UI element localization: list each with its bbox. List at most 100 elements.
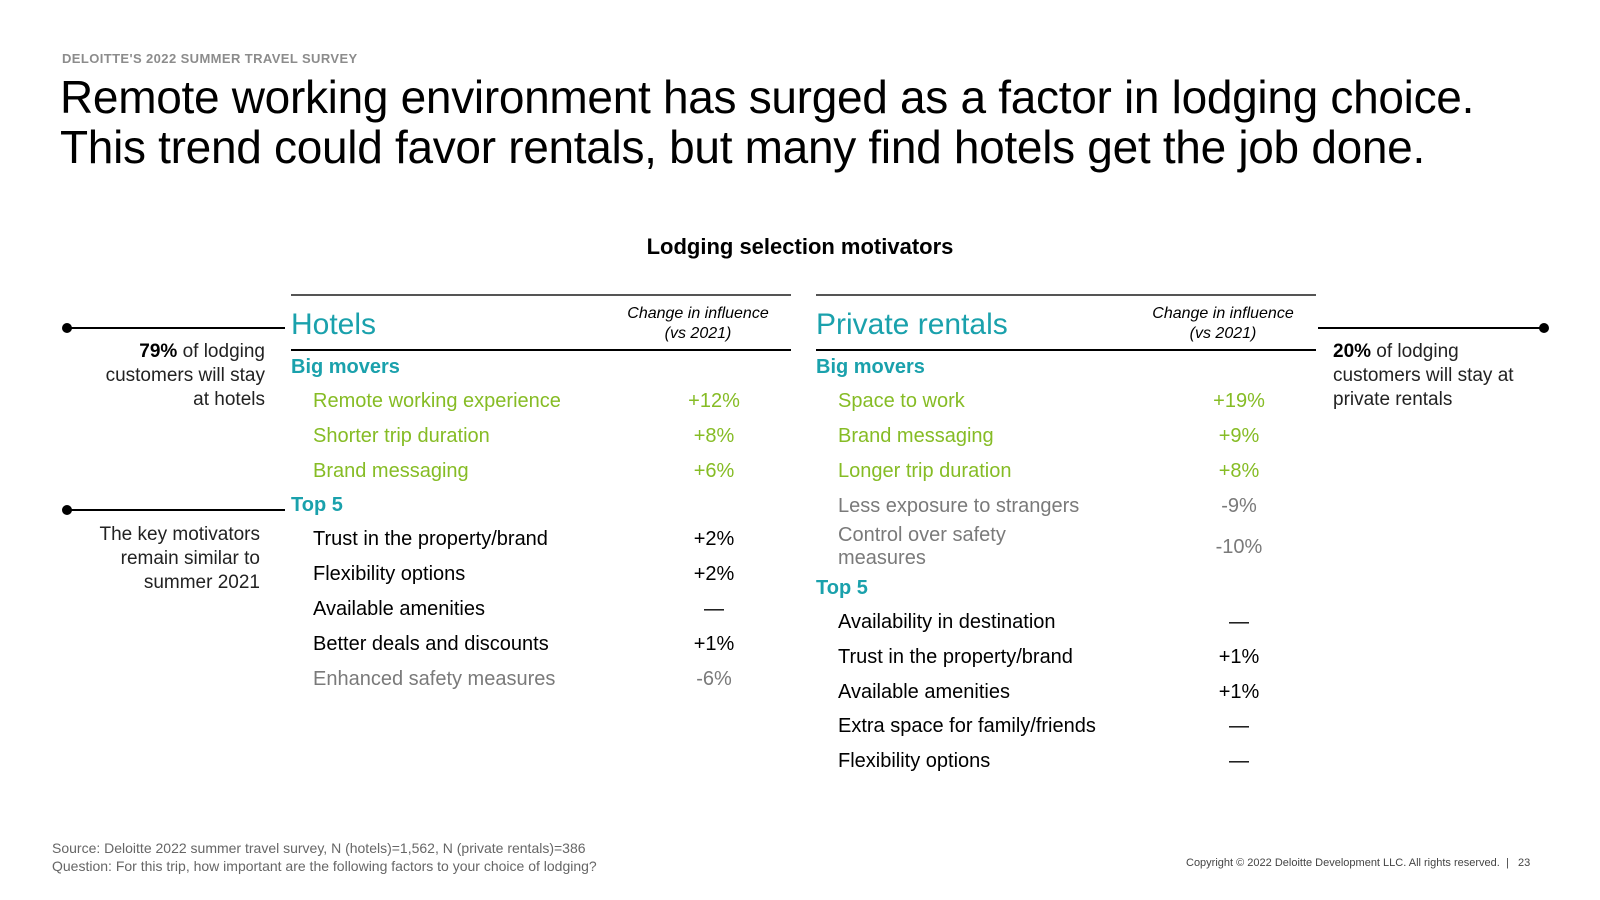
hotels-change-header-2: (vs 2021) <box>664 325 732 342</box>
hotels-panel: Hotels Change in influence (vs 2021) Big… <box>291 294 791 714</box>
hotels-big-movers-heading: Big movers <box>291 356 400 378</box>
rentals-top5-row: Extra space for family/friends — <box>838 715 1249 738</box>
rentals-top5-value: — <box>1229 750 1249 772</box>
hotels-big-mover-row: Shorter trip duration +8% <box>313 425 734 448</box>
rentals-top5-label: Extra space for family/friends <box>838 715 1096 737</box>
rentals-change-header-2: (vs 2021) <box>1189 325 1257 342</box>
hotels-big-mover-value: +12% <box>688 390 740 412</box>
hotels-callout-line <box>66 327 285 329</box>
rentals-top5-label: Available amenities <box>838 681 1010 703</box>
rentals-big-mover-row: Longer trip duration +8% <box>838 460 1259 483</box>
rentals-big-mover-value: +9% <box>1218 425 1260 447</box>
chart-title: Lodging selection motivators <box>646 234 954 259</box>
hotels-top5-value: +2% <box>693 563 735 585</box>
hotels-top5-value: -6% <box>696 668 732 690</box>
hotels-top5-row: Better deals and discounts +1% <box>313 633 734 656</box>
hotels-top5-label: Flexibility options <box>313 563 466 585</box>
rentals-top5-value: — <box>1229 611 1249 633</box>
hotels-top5-label: Trust in the property/brand <box>313 528 548 550</box>
rentals-top5-row: Flexibility options — <box>838 750 1249 773</box>
rentals-share-text-1: of lodging <box>1371 341 1459 362</box>
rentals-top5-value: — <box>1229 715 1249 737</box>
footer-source-note: Source: Deloitte 2022 summer travel surv… <box>52 839 597 875</box>
motivators-text-3: summer 2021 <box>143 572 260 593</box>
headline-line-1: Remote working environment has surged as… <box>60 71 1475 123</box>
rentals-top-rule <box>816 294 1316 296</box>
hotels-change-header: Change in influence (vs 2021) <box>608 304 788 344</box>
hotels-big-mover-value: +8% <box>693 425 735 447</box>
rentals-big-mover-value: -10% <box>1215 536 1263 558</box>
rentals-top5-row: Available amenities +1% <box>838 681 1259 704</box>
rentals-title: Private rentals <box>816 308 1008 341</box>
hotels-top5-label: Available amenities <box>313 598 485 620</box>
rentals-top5-row: Availability in destination — <box>838 611 1249 634</box>
rentals-share-percent: 20% <box>1333 341 1372 362</box>
rentals-change-header: Change in influence (vs 2021) <box>1133 304 1313 344</box>
rentals-big-mover-row: Space to work +19% <box>838 390 1265 413</box>
rentals-callout-dot <box>1539 323 1549 333</box>
hotels-top5-row: Available amenities — <box>313 598 724 621</box>
rentals-big-mover-value: +8% <box>1218 460 1260 482</box>
hotels-big-mover-row: Brand messaging +6% <box>313 460 734 483</box>
hotels-big-mover-value: +6% <box>693 460 735 482</box>
rentals-share-callout: 20% of lodging customers will stay at pr… <box>1333 340 1573 412</box>
rentals-big-mover-row: Less exposure to strangers -9% <box>838 495 1257 518</box>
hotels-share-percent: 79% <box>139 341 178 362</box>
rentals-big-mover-label: Brand messaging <box>838 425 994 447</box>
motivators-text-1: The key motivators <box>99 524 261 545</box>
rentals-big-mover-row: Control over safety measures -10% <box>838 524 1262 570</box>
rentals-share-text-3: private rentals <box>1333 389 1453 410</box>
rentals-top5-row: Trust in the property/brand +1% <box>838 646 1259 669</box>
copyright-separator: | <box>1502 857 1518 869</box>
rentals-big-movers-heading: Big movers <box>816 356 925 378</box>
hotels-top5-row: Flexibility options +2% <box>313 563 734 586</box>
motivators-callout-line <box>66 509 285 511</box>
hotels-top5-label: Enhanced safety measures <box>313 668 556 690</box>
rentals-big-mover-label-cont: measures <box>838 547 926 569</box>
hotels-share-text-2: customers will stay <box>105 365 265 386</box>
hotels-change-header-1: Change in influence <box>627 305 769 322</box>
copyright-text: Copyright © 2022 Deloitte Development LL… <box>1186 857 1500 869</box>
rentals-top5-label: Trust in the property/brand <box>838 646 1073 668</box>
rentals-change-header-1: Change in influence <box>1152 305 1294 322</box>
page-number: 23 <box>1517 857 1531 869</box>
rentals-top5-label: Availability in destination <box>838 611 1056 633</box>
hotels-top5-row: Enhanced safety measures -6% <box>313 668 732 691</box>
headline-line-2: This trend could favor rentals, but many… <box>60 121 1425 173</box>
hotels-top5-label: Better deals and discounts <box>313 633 549 655</box>
rentals-big-mover-value: -9% <box>1221 495 1257 517</box>
rentals-top5-heading: Top 5 <box>816 577 868 599</box>
hotels-top5-value: +2% <box>693 528 735 550</box>
rentals-share-text-2: customers will stay at <box>1333 365 1514 386</box>
hotels-share-text-3: at hotels <box>193 389 265 410</box>
hotels-big-mover-label: Shorter trip duration <box>313 425 490 447</box>
hotels-top5-row: Trust in the property/brand +2% <box>313 528 734 551</box>
rentals-header-rule <box>816 349 1316 351</box>
hotels-share-callout: 79% of lodging customers will stay at ho… <box>70 340 265 412</box>
rentals-big-mover-label: Space to work <box>838 390 965 412</box>
hotels-top5-value: +1% <box>693 633 735 655</box>
rentals-top5-label: Flexibility options <box>838 750 991 772</box>
rentals-big-mover-label: Less exposure to strangers <box>838 495 1080 517</box>
source-line: Source: Deloitte 2022 summer travel surv… <box>52 840 586 856</box>
hotels-big-mover-label: Remote working experience <box>313 390 561 412</box>
hotels-top5-value: — <box>704 598 724 620</box>
hotels-top5-heading: Top 5 <box>291 494 343 516</box>
hotels-title: Hotels <box>291 308 377 341</box>
motivators-callout: The key motivators remain similar to sum… <box>60 523 261 595</box>
rentals-callout-line <box>1318 327 1544 329</box>
hotels-big-mover-row: Remote working experience +12% <box>313 390 740 413</box>
hotels-header-rule <box>291 349 791 351</box>
hotels-big-mover-label: Brand messaging <box>313 460 469 482</box>
rentals-big-mover-label: Control over safety <box>838 524 1006 546</box>
rentals-big-mover-value: +19% <box>1213 390 1265 412</box>
question-line: Question: For this trip, how important a… <box>52 858 597 874</box>
rentals-top5-value: +1% <box>1218 681 1260 703</box>
hotels-share-text-1: of lodging <box>177 341 265 362</box>
rentals-big-mover-row: Brand messaging +9% <box>838 425 1259 448</box>
motivators-text-2: remain similar to <box>120 548 260 569</box>
rentals-big-mover-label: Longer trip duration <box>838 460 1012 482</box>
survey-kicker: DELOITTE'S 2022 SUMMER TRAVEL SURVEY <box>62 51 358 66</box>
hotels-top-rule <box>291 294 791 296</box>
page-headline: Remote working environment has surged as… <box>60 72 1560 172</box>
